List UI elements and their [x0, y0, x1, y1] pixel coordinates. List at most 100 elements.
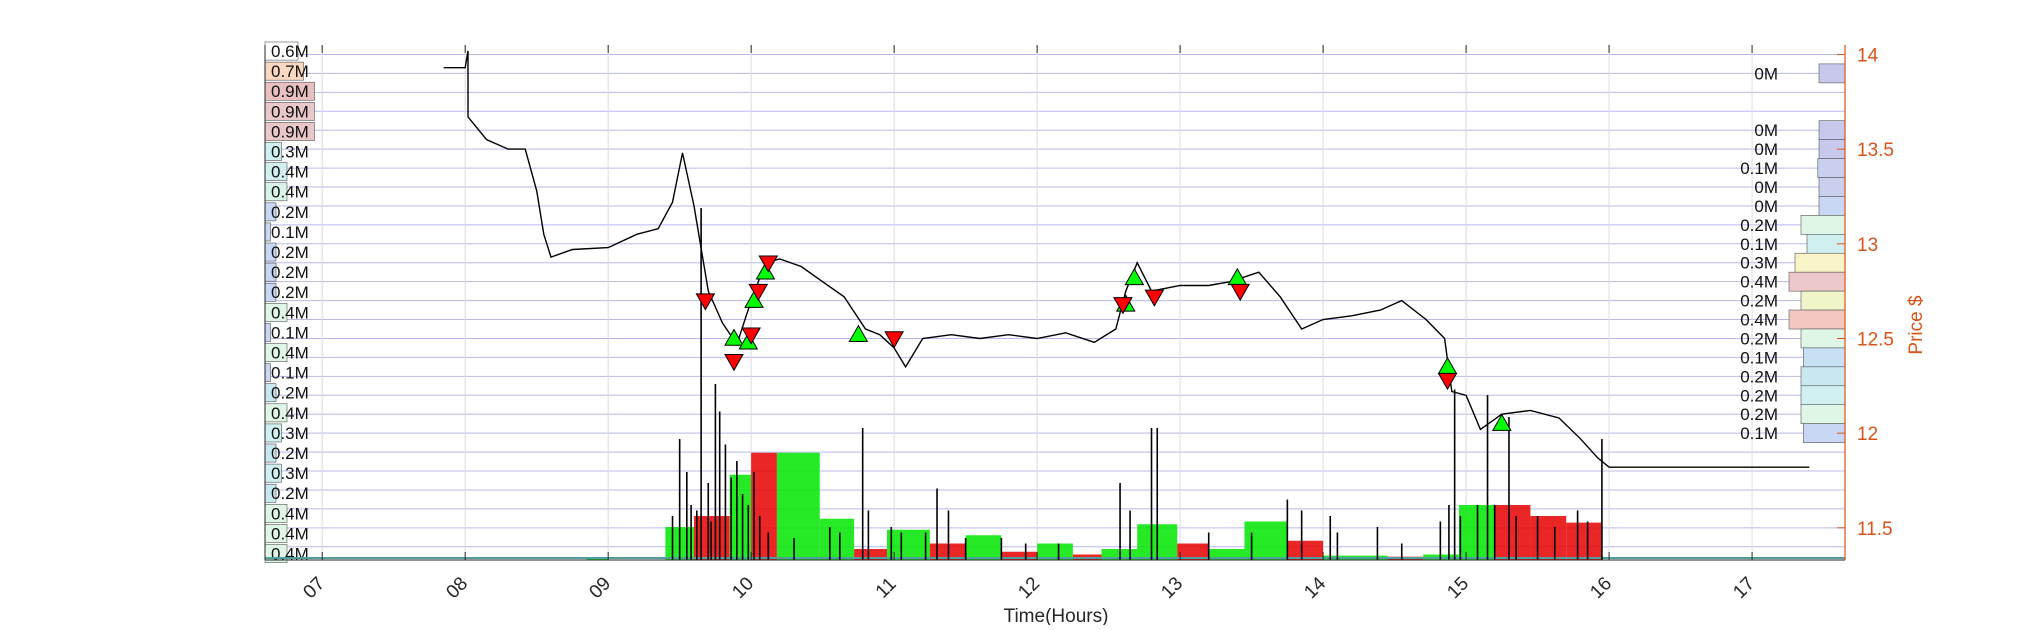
- right-profile-bar: [1794, 252, 1846, 273]
- x-tick-label: 09: [585, 573, 615, 603]
- buy-marker: [848, 324, 869, 342]
- x-tick-label: 07: [299, 573, 329, 603]
- left-profile-label: 0.4M: [271, 303, 309, 322]
- right-profile-bar: [1818, 63, 1846, 84]
- sell-volume-bar: [1494, 505, 1531, 560]
- right-profile-bar: [1817, 158, 1846, 178]
- left-profile-label: 0.9M: [271, 82, 309, 101]
- left-profile-label: 0.2M: [271, 283, 309, 302]
- price-series: [443, 50, 1810, 468]
- left-profile-label: 0.2M: [271, 484, 309, 503]
- sell-marker: [724, 353, 744, 372]
- x-tick-label: 15: [1443, 573, 1473, 603]
- left-profile-label: 0.3M: [271, 464, 309, 483]
- right-profile-label: 0.2M: [1740, 367, 1778, 386]
- buy-volume-bar: [1037, 543, 1073, 560]
- sell-marker: [1437, 372, 1458, 391]
- right-profile-bar: [1818, 120, 1846, 141]
- left-profile-label: 0.2M: [271, 444, 309, 463]
- left-profile-label: 0.7M: [271, 62, 309, 81]
- left-profile-bar: [264, 222, 271, 242]
- sell-marker: [1113, 297, 1133, 315]
- sell-marker: [695, 293, 716, 311]
- x-tick-label: 14: [1300, 573, 1330, 603]
- left-profile-label: 0.4M: [271, 545, 309, 564]
- left-profile-label: 0.9M: [271, 102, 309, 121]
- left-profile-label: 0.2M: [271, 243, 309, 262]
- right-profile-label: 0.3M: [1740, 254, 1778, 273]
- sell-marker: [884, 331, 905, 349]
- left-profile-label: 0.2M: [271, 384, 309, 403]
- left-profile-label: 0.4M: [271, 344, 309, 363]
- buy-marker: [755, 262, 776, 280]
- left-profile-label: 0.1M: [271, 323, 309, 342]
- left-profile-label: 0.3M: [271, 424, 309, 443]
- buy-volume-bar: [776, 452, 820, 560]
- right-profile-bar: [1800, 385, 1846, 406]
- sell-marker: [1144, 289, 1165, 307]
- right-profile-bar: [1800, 404, 1846, 425]
- axes: 07 08 09 10 11 12 13 14 15 16 17 11.5 12 12.5 13 13.5 14: [264, 45, 1894, 603]
- right-profile-label: 0.2M: [1740, 216, 1778, 235]
- right-profile-bar: [1800, 290, 1846, 311]
- right-profile-label: 0.1M: [1740, 424, 1778, 443]
- left-profile-label: 0.4M: [271, 524, 309, 543]
- y-tick-label: 12.5: [1857, 329, 1894, 350]
- right-profile-bar: [1800, 215, 1846, 235]
- price-line: [443, 50, 1810, 468]
- x-axis-label: Time(Hours): [1004, 606, 1109, 625]
- x-tick-label: 13: [1157, 573, 1187, 603]
- x-tick-label: 12: [1014, 573, 1044, 603]
- left-profile-label: 0.4M: [271, 163, 309, 182]
- right-profile-label: 0M: [1754, 140, 1778, 159]
- right-volume-profile: 0M0M0M0.1M0M0M0.2M0.1M0.3M0.4M0.2M0.4M0.…: [1740, 63, 1846, 443]
- y-tick-label: 14: [1857, 45, 1879, 66]
- buy-marker: [1437, 356, 1458, 375]
- sell-volume-bar: [1177, 543, 1209, 560]
- left-profile-bar: [264, 363, 271, 383]
- right-profile-label: 0.1M: [1740, 159, 1778, 178]
- right-profile-label: 0.2M: [1740, 292, 1778, 311]
- buy-volume-bar: [886, 529, 930, 560]
- y-tick-label: 12: [1857, 424, 1878, 445]
- x-tick-label: 17: [1729, 573, 1759, 603]
- volume-bars: [265, 452, 1845, 560]
- y-tick-label: 11.5: [1857, 519, 1893, 540]
- sell-volume-bar: [751, 452, 777, 560]
- buy-marker: [1124, 267, 1145, 286]
- left-profile-label: 0.2M: [271, 203, 309, 222]
- y-axis-label: Price $: [1906, 295, 1927, 355]
- left-profile-bar: [264, 323, 271, 342]
- y-tick-label: 13: [1857, 235, 1878, 256]
- right-profile-label: 0.1M: [1740, 235, 1778, 254]
- right-profile-label: 0.2M: [1740, 329, 1778, 348]
- trade-markers: [695, 255, 1512, 431]
- right-profile-bar: [1803, 347, 1846, 368]
- left-profile-label: 0.9M: [271, 122, 309, 141]
- grid-lines: [265, 45, 1845, 560]
- sell-volume-bar: [854, 549, 887, 560]
- x-tick-label: 10: [728, 573, 758, 603]
- buy-marker: [724, 328, 744, 346]
- buy-volume-bar: [819, 518, 855, 560]
- left-profile-label: 0.2M: [271, 263, 309, 282]
- x-tick-label: 08: [442, 573, 472, 603]
- buy-volume-bar: [729, 474, 752, 560]
- right-profile-bar: [1818, 177, 1846, 197]
- right-profile-bar: [1788, 309, 1846, 330]
- left-profile-label: 0.4M: [271, 404, 309, 423]
- left-profile-label: 0.4M: [271, 504, 309, 523]
- left-profile-label: 0.1M: [271, 223, 309, 242]
- right-profile-label: 0.1M: [1740, 348, 1778, 367]
- sell-marker: [741, 327, 762, 345]
- y-tick-label: 13.5: [1857, 140, 1894, 161]
- sell-volume-bar: [1287, 540, 1324, 560]
- x-tick-label: 16: [1586, 573, 1616, 603]
- buy-volume-bar: [965, 535, 1002, 560]
- buy-volume-bar: [1208, 549, 1245, 560]
- right-profile-label: 0.2M: [1740, 386, 1778, 405]
- sell-volume-bar: [1566, 522, 1602, 560]
- sell-volume-bar: [1530, 516, 1567, 560]
- right-profile-label: 0M: [1754, 178, 1778, 197]
